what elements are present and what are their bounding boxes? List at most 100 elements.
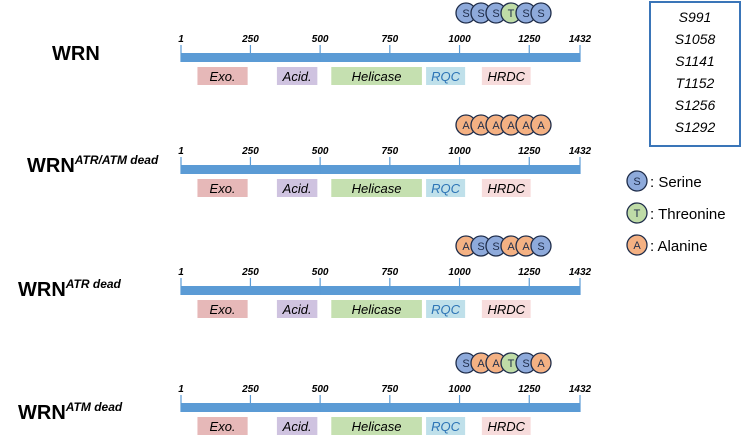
legend-item: T : Threonine (626, 202, 726, 224)
domain-exo-label: Exo. (210, 181, 236, 196)
residue-letter: T (508, 358, 515, 370)
domain-exo-label: Exo. (210, 302, 236, 317)
construct-label: WRNATR/ATM dead (27, 153, 159, 177)
site-entry: S1141 (675, 53, 714, 69)
legend-letter: A (633, 240, 641, 252)
scale-tick-label: 750 (381, 146, 398, 157)
scale-tick-label: 500 (312, 267, 329, 278)
domain-exo (197, 67, 248, 85)
residue-letter: S (492, 241, 499, 253)
construct-name: WRN (27, 155, 75, 177)
domain-hrdc-label: HRDC (487, 419, 525, 434)
domain-rqc-label: RQC (431, 302, 461, 317)
legend-label: : Threonine (650, 206, 726, 223)
legend-item: A : Alanine (626, 234, 708, 256)
domain-helicase (331, 300, 422, 318)
legend-letter: T (634, 208, 641, 220)
residue-letter: S (492, 8, 499, 20)
legend-label: : Alanine (650, 238, 708, 255)
residue-site: A (530, 352, 552, 374)
residue-letter: A (492, 120, 500, 132)
residue-circle (530, 2, 552, 24)
residue-letter: A (507, 120, 515, 132)
scale-tick-label: 250 (241, 146, 259, 157)
scale-tick-label: 1 (178, 267, 184, 278)
residue-site: A (470, 114, 492, 136)
scale-tick-label: 1 (178, 34, 184, 45)
construct-name: WRN (18, 402, 66, 424)
domain-acid (276, 67, 318, 85)
residue-circle (530, 352, 552, 374)
residue-letter: A (492, 358, 500, 370)
residue-site: S (530, 235, 552, 257)
residue-circle (530, 235, 552, 257)
residue-letter: S (522, 8, 529, 20)
residue-letter: S (462, 8, 469, 20)
residue-letter: A (522, 241, 530, 253)
domain-hrdc (481, 417, 531, 435)
residue-letter: S (462, 358, 469, 370)
scale-tick-label: 1250 (518, 34, 541, 45)
residue-letter: A (537, 120, 545, 132)
residue-letter: S (537, 241, 544, 253)
construct-superscript: ATR/ATM dead (74, 153, 159, 167)
domain-rqc-label: RQC (431, 69, 461, 84)
domain-acid (276, 417, 318, 435)
scale-tick-label: 750 (381, 384, 398, 395)
residue-site: S (470, 2, 492, 24)
residue-circle (530, 114, 552, 136)
residue-letter: A (462, 241, 470, 253)
protein-bar (181, 403, 580, 412)
scale-tick-label: 500 (312, 146, 329, 157)
residue-site: S (515, 352, 537, 374)
domain-hrdc (481, 67, 531, 85)
residue-letter: A (477, 120, 485, 132)
site-entry: S991 (679, 9, 712, 25)
residue-site: A (515, 114, 537, 136)
construct-label: WRN (52, 43, 100, 65)
domain-helicase-label: Helicase (352, 302, 402, 317)
site-entry: S1058 (675, 31, 716, 47)
residue-letter: A (477, 358, 485, 370)
domain-hrdc (481, 179, 531, 197)
domain-helicase-label: Helicase (352, 181, 402, 196)
residue-letter: A (462, 120, 470, 132)
domain-rqc-label: RQC (431, 181, 461, 196)
scale-tick-label: 1432 (569, 34, 592, 45)
scale-tick-label: 1250 (518, 267, 541, 278)
construct-name: WRN (52, 43, 100, 65)
residue-letter: S (477, 241, 484, 253)
domain-helicase (331, 417, 422, 435)
domain-acid-label: Acid. (282, 69, 312, 84)
scale-tick-label: 250 (241, 384, 259, 395)
scale-tick-label: 1000 (448, 34, 471, 45)
residue-letter: A (537, 358, 545, 370)
scale-tick-label: 1 (178, 146, 184, 157)
domain-rqc (426, 417, 466, 435)
protein-bar (181, 165, 580, 174)
scale-tick-label: 1000 (448, 384, 471, 395)
scale-tick-label: 1432 (569, 384, 592, 395)
site-entry: S1292 (675, 119, 716, 135)
residue-site: A (530, 114, 552, 136)
scale-tick-label: 1000 (448, 146, 471, 157)
scale-tick-label: 500 (312, 34, 329, 45)
domain-hrdc-label: HRDC (487, 302, 525, 317)
residue-letter: S (537, 8, 544, 20)
domain-exo-label: Exo. (210, 69, 236, 84)
scale-tick-label: 250 (241, 267, 259, 278)
domain-acid-label: Acid. (282, 181, 312, 196)
domain-acid-label: Acid. (282, 302, 312, 317)
construct-label: WRNATR dead (18, 277, 122, 301)
domain-helicase (331, 67, 422, 85)
domain-helicase-label: Helicase (352, 419, 402, 434)
legend-swatch (626, 202, 648, 224)
domain-hrdc-label: HRDC (487, 181, 525, 196)
protein-bar (181, 53, 580, 62)
construct-name: WRN (18, 279, 66, 301)
